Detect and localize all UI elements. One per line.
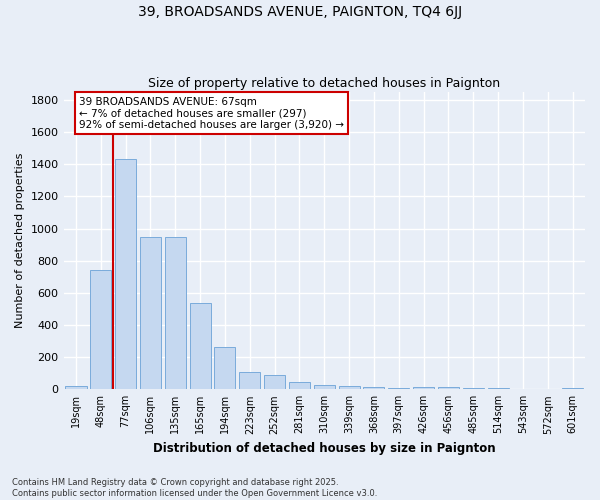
Bar xyxy=(314,385,335,390)
Bar xyxy=(338,386,359,390)
Bar xyxy=(512,388,533,390)
Bar xyxy=(562,388,583,390)
X-axis label: Distribution of detached houses by size in Paignton: Distribution of detached houses by size … xyxy=(153,442,496,455)
Text: 39 BROADSANDS AVENUE: 67sqm
← 7% of detached houses are smaller (297)
92% of sem: 39 BROADSANDS AVENUE: 67sqm ← 7% of deta… xyxy=(79,96,344,130)
Bar xyxy=(364,388,385,390)
Bar xyxy=(239,372,260,390)
Bar xyxy=(463,388,484,390)
Bar xyxy=(289,382,310,390)
Bar xyxy=(65,386,86,390)
Text: 39, BROADSANDS AVENUE, PAIGNTON, TQ4 6JJ: 39, BROADSANDS AVENUE, PAIGNTON, TQ4 6JJ xyxy=(138,5,462,19)
Bar xyxy=(264,374,285,390)
Bar xyxy=(90,270,112,390)
Bar xyxy=(190,304,211,390)
Title: Size of property relative to detached houses in Paignton: Size of property relative to detached ho… xyxy=(148,76,500,90)
Bar xyxy=(488,388,509,390)
Bar xyxy=(438,388,459,390)
Bar xyxy=(214,346,235,390)
Bar xyxy=(165,236,186,390)
Bar xyxy=(537,388,559,390)
Bar xyxy=(115,158,136,390)
Bar xyxy=(388,388,409,390)
Bar xyxy=(413,387,434,390)
Y-axis label: Number of detached properties: Number of detached properties xyxy=(15,153,25,328)
Text: Contains HM Land Registry data © Crown copyright and database right 2025.
Contai: Contains HM Land Registry data © Crown c… xyxy=(12,478,377,498)
Bar xyxy=(140,236,161,390)
